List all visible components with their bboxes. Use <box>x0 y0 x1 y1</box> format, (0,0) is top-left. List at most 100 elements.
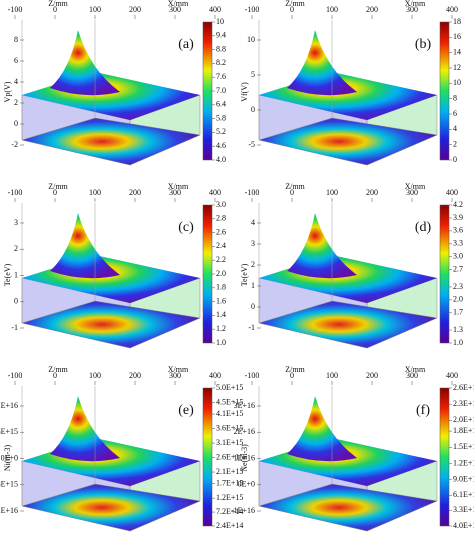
colorbar-label: 4.6 <box>216 141 226 150</box>
colorbar-label: 4.0E+14 <box>453 521 474 530</box>
surface-peak <box>50 213 120 279</box>
colorbar-label: 16 <box>453 32 461 41</box>
x-tick-label: 100 <box>89 188 101 197</box>
v-axis-label: Te(eV) <box>240 263 249 286</box>
colorbar-label: 3.6 <box>453 226 463 235</box>
v-tick-label: 5 <box>251 70 255 79</box>
axis-box <box>21 20 96 141</box>
x-tick-label: 300 <box>406 188 418 197</box>
x-axis-label: X/mm <box>168 182 189 191</box>
colorbar-label: 1.0 <box>453 338 463 347</box>
colorbar-label: 7.0 <box>216 86 226 95</box>
axis-box <box>21 386 96 507</box>
v-axis-label: Vp(V) <box>3 81 12 102</box>
x-tick-label: 200 <box>366 5 378 14</box>
x-tick-label: 100 <box>326 5 338 14</box>
colorbar-label: 1.8E+16 <box>453 426 474 435</box>
colorbar-label: 14 <box>453 47 461 56</box>
colorbar-label: 5.8 <box>216 113 226 122</box>
colorbar-label: 1.8 <box>216 283 226 292</box>
x-tick-label: 200 <box>366 371 378 380</box>
colorbar-label: 4 <box>453 124 457 133</box>
x-axis-label: X/mm <box>405 182 426 191</box>
colorbar-label: 8.8 <box>216 44 226 53</box>
x-tick-label: 100 <box>326 371 338 380</box>
x-tick-label: 200 <box>366 188 378 197</box>
colorbar-label: 2.0E+16 <box>453 415 474 424</box>
v-tick-label: 10 <box>247 35 255 44</box>
x-axis-label: X/mm <box>405 365 426 374</box>
v-tick-label: -1E+16 <box>231 506 255 515</box>
colorbar-label: 1.2E+15 <box>216 493 243 502</box>
v-tick-label: 2 <box>251 260 255 269</box>
colorbar-label: 3.0 <box>453 252 463 261</box>
axis-box <box>258 20 333 141</box>
panel: -100 0 100 200 300 400 Z/mm X/mm 3 2 1 0 -1 Te(eV) (c)… <box>3 182 226 349</box>
colorbar <box>202 21 213 161</box>
x-tick-label: 300 <box>169 5 181 14</box>
v-axis-label: Ni(m-3) <box>3 445 12 472</box>
z-axis-label: Z/mm <box>285 0 305 8</box>
colorbar-label: 2.7 <box>453 265 463 274</box>
colorbar-label: 1.3 <box>453 325 463 334</box>
x-tick-label: 0 <box>53 5 57 14</box>
colorbar-label: 1.7 <box>453 308 463 317</box>
colorbar-label: 1.2 <box>216 324 226 333</box>
v-tick-label: 0 <box>14 119 18 128</box>
x-tick-label: 400 <box>446 5 458 14</box>
surface-peak <box>287 213 357 279</box>
colorbar-label: 2.1E+15 <box>216 467 243 476</box>
panel-label: (b) <box>415 37 432 52</box>
panel: -100 0 100 200 300 400 Z/mm X/mm 1E+16 5E+15 0E+0 -… <box>0 365 243 532</box>
colorbar-label: 2.6E+15 <box>216 452 243 461</box>
v-axis-label: Vf(V) <box>240 82 249 102</box>
panel: -100 0 100 200 300 400 Z/mm X/mm 3E+16 2E+16 1E+16… <box>231 365 474 532</box>
x-tick-label: 300 <box>406 371 418 380</box>
colorbar-label: 2.2 <box>216 255 226 264</box>
colorbar-label: 4.1E+15 <box>216 409 243 418</box>
x-tick-label: 0 <box>290 188 294 197</box>
v-tick-label: 0 <box>14 297 18 306</box>
colorbar-label: 2.4 <box>216 241 226 250</box>
colorbar-label: 7.6 <box>216 72 226 81</box>
v-tick-label: 2 <box>14 98 18 107</box>
v-tick-label: 4 <box>251 218 255 227</box>
axis-box <box>258 386 333 507</box>
colorbar-label: 2.8 <box>216 214 226 223</box>
colorbar-label: 9.0E+15 <box>453 474 474 483</box>
z-axis-label: Z/mm <box>285 365 305 374</box>
colorbar-label: 2.4E+14 <box>216 521 243 530</box>
colorbar-label: 8.2 <box>216 58 226 67</box>
colorbar-label: 1.7E+15 <box>216 479 243 488</box>
colorbar-label: 12 <box>453 63 461 72</box>
x-tick-label: 100 <box>326 188 338 197</box>
x-tick-label: 400 <box>209 5 221 14</box>
colorbar-label: 2.0 <box>216 269 226 278</box>
v-tick-label: 3 <box>251 239 255 248</box>
surface-peak <box>287 396 357 462</box>
colorbar <box>439 204 450 344</box>
colorbar-label: 2.3 <box>453 282 463 291</box>
z-axis-label: Z/mm <box>285 182 305 191</box>
v-tick-label: 0E+0 <box>1 453 18 462</box>
v-tick-label: -1E+16 <box>0 506 18 515</box>
colorbar-label: 1.0 <box>216 338 226 347</box>
colorbar-label: 3.9 <box>453 213 463 222</box>
v-axis-label: Te(eV) <box>3 263 12 286</box>
colorbar-label: 7.2E+14 <box>216 507 243 516</box>
colorbar-label: 3.3 <box>453 239 463 248</box>
colorbar-label: 1.5E+16 <box>453 442 474 451</box>
v-tick-label: 5E+15 <box>0 427 18 436</box>
colorbar-label: 6 <box>453 109 457 118</box>
panel-label: (d) <box>415 220 432 235</box>
colorbar <box>202 204 213 344</box>
colorbar-label: 2.0 <box>453 295 463 304</box>
v-tick-label: 2E+16 <box>234 427 255 436</box>
x-tick-label: 200 <box>129 188 141 197</box>
x-tick-label: -100 <box>8 188 23 197</box>
x-tick-label: 400 <box>209 371 221 380</box>
surface-peak <box>287 30 357 96</box>
v-tick-label: 3 <box>14 218 18 227</box>
